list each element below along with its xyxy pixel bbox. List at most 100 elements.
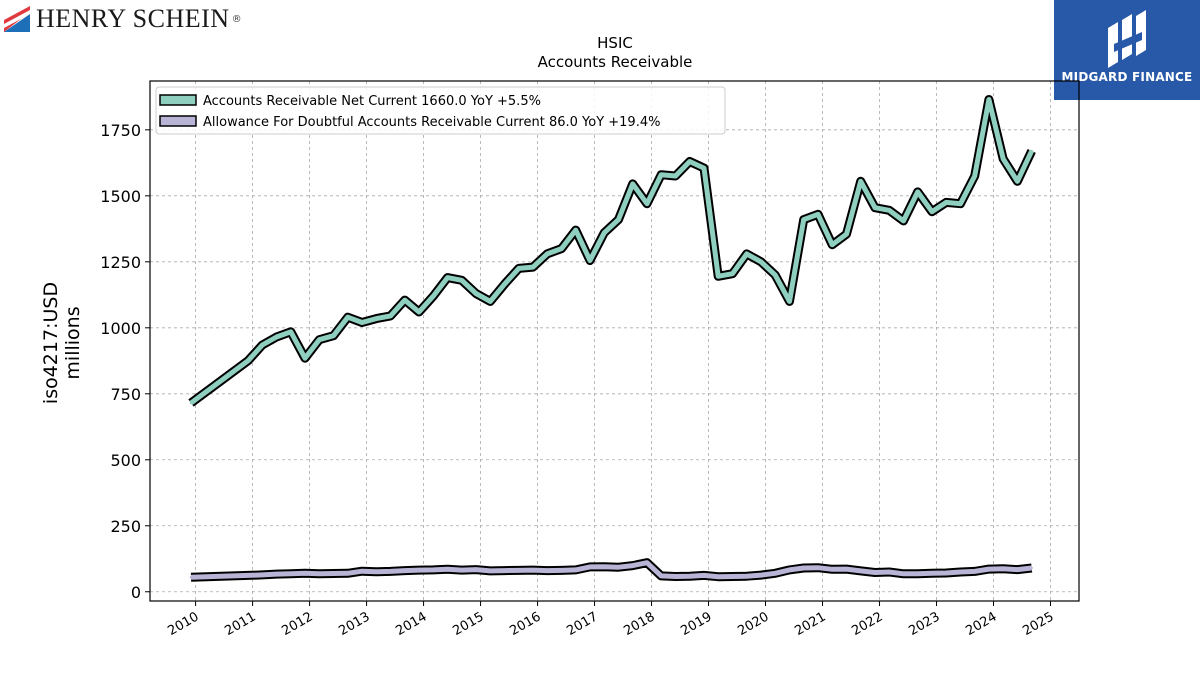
data-point bbox=[959, 202, 962, 205]
registered-mark: ® bbox=[231, 13, 242, 25]
legend-box bbox=[155, 86, 726, 135]
data-point bbox=[460, 568, 463, 572]
y-tick-label: 1250 bbox=[100, 253, 141, 272]
x-axis-ticks: 2010 2011 2012 2013 2014 2015 2016 2017 2018 2019… bbox=[165, 601, 1057, 639]
data-point bbox=[318, 338, 321, 341]
y-tick-label: 1000 bbox=[100, 319, 141, 338]
henry-schein-logo: HENRY SCHEIN ® bbox=[4, 4, 242, 34]
data-point bbox=[1030, 149, 1033, 153]
data-point bbox=[702, 574, 706, 577]
legend: Accounts Receivable Net Current 1660.0 Y… bbox=[155, 86, 726, 135]
data-point bbox=[930, 572, 934, 575]
data-point bbox=[560, 569, 563, 572]
data-point bbox=[1002, 567, 1005, 570]
data-point bbox=[774, 572, 777, 575]
data-point bbox=[831, 243, 834, 246]
data-point bbox=[845, 567, 848, 571]
data-point bbox=[261, 343, 264, 347]
data-point bbox=[303, 357, 307, 360]
data-point bbox=[831, 568, 834, 571]
data-point bbox=[389, 570, 392, 573]
data-point bbox=[560, 247, 563, 250]
data-point bbox=[318, 572, 321, 575]
data-point bbox=[417, 568, 421, 572]
series-line bbox=[189, 97, 1034, 406]
data-point bbox=[189, 401, 193, 405]
data-point bbox=[674, 174, 677, 178]
y-axis-label-line-1: iso4217:USD bbox=[40, 282, 62, 404]
data-point bbox=[303, 572, 307, 575]
data-point bbox=[489, 569, 492, 573]
data-point bbox=[816, 566, 820, 569]
data-point bbox=[959, 570, 962, 574]
data-point bbox=[631, 564, 634, 567]
data-point bbox=[802, 218, 805, 221]
chart-subtitle: Accounts Receivable bbox=[538, 53, 693, 71]
data-point bbox=[816, 213, 820, 216]
x-tick-label: 2013 bbox=[336, 609, 372, 639]
data-point bbox=[731, 272, 734, 275]
data-point bbox=[745, 252, 748, 256]
grid bbox=[150, 81, 1079, 601]
data-point bbox=[873, 206, 877, 209]
x-tick-label: 2024 bbox=[963, 609, 999, 639]
data-point bbox=[517, 569, 520, 572]
data-point bbox=[375, 570, 378, 573]
data-point bbox=[1016, 180, 1019, 183]
data-point bbox=[631, 182, 634, 186]
data-point bbox=[973, 570, 976, 573]
henry-schein-wordmark: HENRY SCHEIN bbox=[36, 4, 230, 33]
x-tick-label: 2014 bbox=[393, 609, 429, 639]
data-point bbox=[375, 317, 378, 320]
x-tick-label: 2016 bbox=[507, 609, 543, 639]
data-point bbox=[660, 173, 663, 176]
data-point bbox=[588, 565, 592, 569]
midgard-finance-logo: MIDGARD FINANCE bbox=[1054, 0, 1200, 100]
data-point bbox=[474, 568, 478, 571]
data-point bbox=[289, 330, 292, 333]
data-point bbox=[702, 166, 706, 170]
data-point bbox=[759, 260, 763, 263]
data-point bbox=[1030, 566, 1033, 570]
midgard-finance-logo-icon bbox=[1108, 10, 1146, 68]
x-tick-label: 2012 bbox=[279, 609, 315, 639]
data-point bbox=[902, 572, 905, 575]
data-point bbox=[460, 279, 463, 282]
x-tick-label: 2015 bbox=[450, 609, 486, 639]
data-point bbox=[489, 300, 492, 303]
series-lines bbox=[188, 95, 1036, 582]
data-point bbox=[275, 335, 278, 339]
data-point bbox=[987, 567, 991, 571]
data-point bbox=[503, 283, 506, 286]
y-axis-label-line-2: millions bbox=[62, 306, 84, 379]
data-point bbox=[859, 180, 862, 183]
chart-title: HSIC bbox=[597, 34, 633, 52]
data-point bbox=[588, 259, 592, 262]
data-point bbox=[987, 98, 991, 101]
data-point bbox=[1016, 568, 1019, 571]
data-point bbox=[788, 568, 791, 572]
data-point bbox=[660, 574, 663, 578]
x-tick-label: 2018 bbox=[621, 609, 657, 639]
y-tick-label: 750 bbox=[110, 385, 141, 404]
y-axis-ticks: 0 250 500 750 1000 1250 1500 1750 bbox=[100, 121, 150, 602]
data-point bbox=[802, 566, 805, 570]
data-point bbox=[888, 570, 891, 574]
x-tick-label: 2017 bbox=[564, 609, 600, 639]
data-point bbox=[432, 294, 435, 298]
data-point bbox=[503, 569, 506, 572]
x-tick-label: 2023 bbox=[906, 609, 942, 639]
data-point bbox=[360, 321, 364, 324]
data-point bbox=[845, 232, 848, 236]
data-point bbox=[645, 202, 649, 205]
x-tick-label: 2025 bbox=[1020, 609, 1056, 639]
y-tick-label: 250 bbox=[110, 517, 141, 536]
data-point bbox=[446, 276, 449, 279]
x-tick-label: 2019 bbox=[678, 609, 714, 639]
data-point bbox=[261, 573, 264, 577]
x-tick-label: 2010 bbox=[165, 609, 201, 639]
data-point bbox=[360, 570, 364, 573]
data-point bbox=[902, 219, 905, 223]
data-point bbox=[603, 565, 606, 568]
